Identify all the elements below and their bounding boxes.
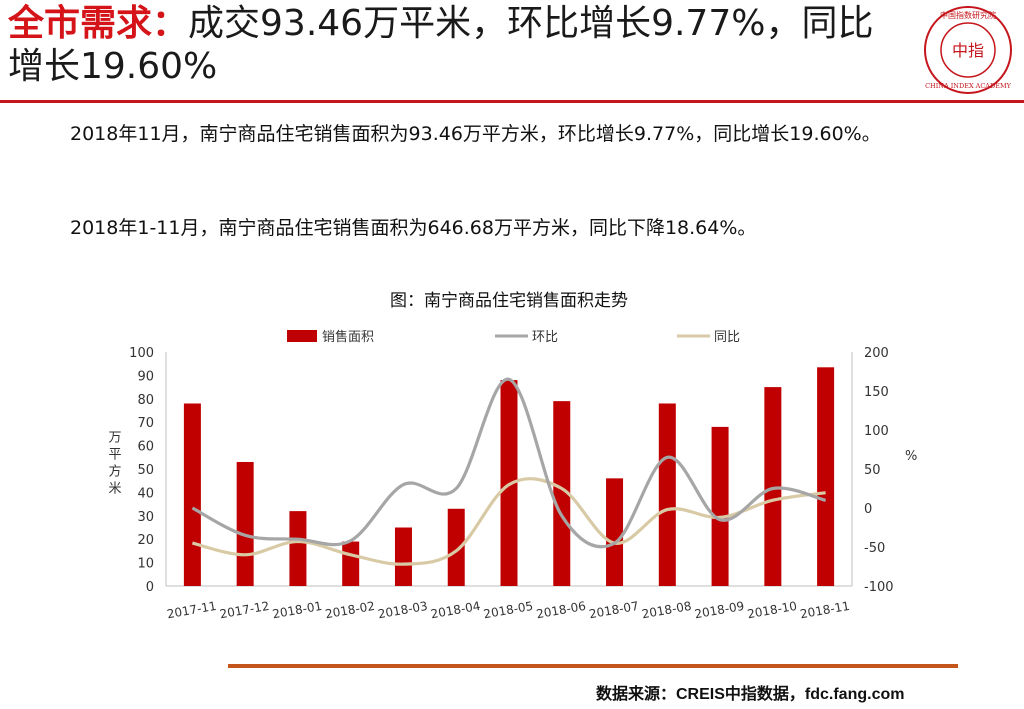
footer-divider — [228, 664, 958, 668]
bar-sales — [236, 461, 254, 586]
paragraph-2-text: 2018年1-11月，南宁商品住宅销售面积为646.68万平方米，同比下降18.… — [70, 217, 757, 239]
x-tick-label: 2017-11 — [166, 599, 218, 621]
bar-sales — [764, 387, 782, 586]
bar-sales — [289, 511, 307, 586]
header-divider — [0, 100, 1024, 103]
bar-sales — [606, 478, 624, 586]
y-tick-label: 90 — [137, 369, 154, 384]
title-highlight: 全市需求： — [8, 3, 189, 44]
legend-label-yoy: 同比 — [714, 330, 740, 345]
y2-tick-label: 150 — [864, 385, 889, 400]
y-tick-label: 10 — [137, 557, 154, 572]
legend-swatch-sales — [287, 330, 317, 342]
line-mom — [191, 377, 827, 549]
bar-sales — [183, 403, 201, 586]
y2-tick-label: -100 — [864, 580, 894, 595]
x-tick-label: 2018-01 — [271, 599, 323, 621]
x-tick-label: 2018-09 — [693, 599, 745, 621]
bar-sales — [342, 541, 360, 586]
bar-sales — [817, 367, 835, 586]
y-axis-label: 万平方米 — [106, 430, 122, 498]
x-tick-label: 2018-03 — [377, 599, 429, 621]
x-tick-label: 2017-12 — [219, 599, 271, 621]
y2-tick-label: -50 — [864, 541, 885, 556]
logo-top-text: 中国指数研究院 — [940, 10, 996, 20]
paragraph-2: 2018年1-11月，南宁商品住宅销售面积为646.68万平方米，同比下降18.… — [10, 210, 1010, 246]
bar-sales — [447, 508, 465, 586]
legend-label-sales: 销售面积 — [322, 329, 374, 345]
x-tick-label: 2018-08 — [641, 599, 693, 621]
logo-ring-text: CHINA INDEX ACADEMY — [925, 82, 1012, 90]
y-tick-label: 80 — [137, 393, 154, 408]
y2-tick-label: 0 — [864, 502, 872, 517]
bar-sales — [553, 401, 571, 586]
x-tick-label: 2018-04 — [430, 599, 482, 621]
china-index-academy-logo: 中指 中国指数研究院 CHINA INDEX ACADEMY — [924, 6, 1012, 94]
y-tick-label: 60 — [137, 440, 154, 455]
x-tick-label: 2018-11 — [799, 599, 851, 621]
paragraph-1-text: 2018年11月，南宁商品住宅销售面积为93.46万平方米，环比增长9.77%，… — [70, 123, 881, 145]
bar-sales — [658, 403, 676, 586]
y-tick-label: 100 — [129, 346, 154, 361]
title-text: 成交93.46万平米，环比增长9.77%，同比增长19.60% — [8, 3, 874, 87]
y2-axis-label: % — [905, 449, 917, 464]
x-tick-label: 2018-02 — [324, 599, 376, 621]
y-tick-label: 40 — [137, 486, 154, 501]
y-tick-label: 0 — [146, 580, 154, 595]
line-yoy — [192, 477, 826, 566]
x-tick-label: 2018-10 — [746, 599, 798, 621]
y-tick-label: 30 — [137, 510, 154, 525]
logo-center-text: 中指 — [952, 41, 984, 60]
page-title: 全市需求：成交93.46万平米，环比增长9.77%，同比增长19.60% — [8, 2, 908, 88]
legend-label-mom: 环比 — [532, 330, 558, 345]
x-tick-label: 2018-06 — [535, 599, 587, 621]
y-tick-label: 20 — [137, 533, 154, 548]
y2-tick-label: 200 — [864, 346, 889, 361]
bar-sales — [711, 426, 729, 586]
y2-tick-label: 50 — [864, 463, 881, 478]
chart-title: 图：南宁商品住宅销售面积走势 — [390, 291, 628, 311]
data-source: 数据来源：CREIS中指数据，fdc.fang.com — [596, 686, 905, 703]
y-tick-label: 70 — [137, 416, 154, 431]
y2-tick-label: 100 — [864, 424, 889, 439]
paragraph-1: 2018年11月，南宁商品住宅销售面积为93.46万平方米，环比增长9.77%，… — [10, 116, 1010, 152]
y-tick-label: 50 — [137, 463, 154, 478]
x-tick-label: 2018-07 — [588, 599, 640, 621]
x-tick-label: 2018-05 — [482, 599, 534, 621]
bar-sales — [394, 527, 412, 586]
